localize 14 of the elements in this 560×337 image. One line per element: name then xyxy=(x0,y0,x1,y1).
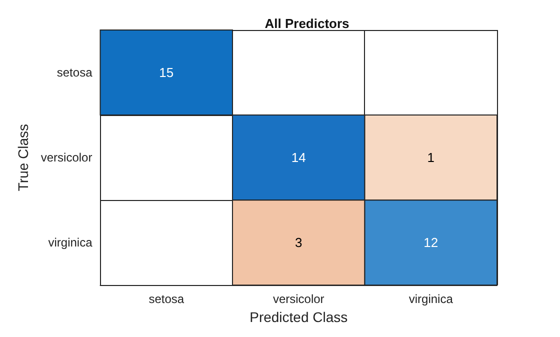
data-label: 12 xyxy=(424,235,438,250)
data-label: 14 xyxy=(291,150,306,166)
data-label: 1 xyxy=(427,150,434,166)
data-label: 3 xyxy=(295,235,302,250)
chart-title: All Predictors xyxy=(264,16,350,31)
y-axis-title: True Class xyxy=(15,124,31,192)
x-tick-label: versicolor xyxy=(272,292,324,306)
x-axis-title: Predicted Class xyxy=(250,309,348,325)
data-label: 15 xyxy=(159,65,174,80)
x-tick-label: virginica xyxy=(408,292,454,306)
x-tick-label: setosa xyxy=(148,292,184,306)
y-tick-label: versicolor xyxy=(40,150,92,165)
y-tick-label: virginica xyxy=(48,236,93,250)
y-tick-label: setosa xyxy=(56,66,93,80)
